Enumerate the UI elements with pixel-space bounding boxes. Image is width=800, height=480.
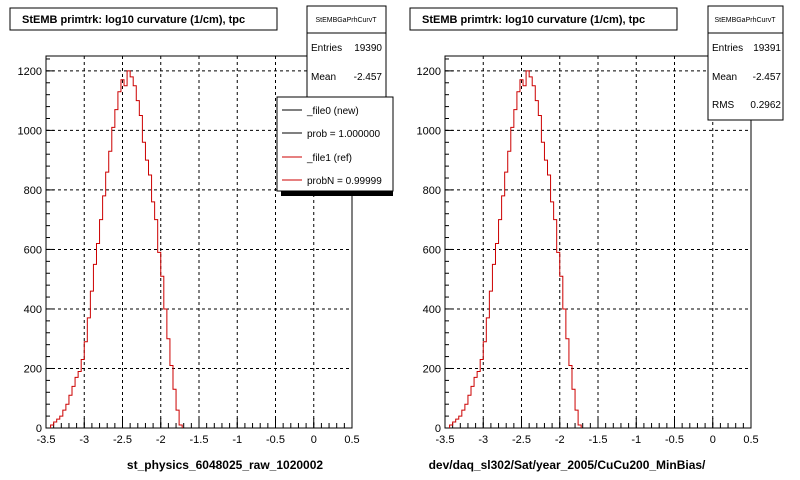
left-x-ticks: -3.5 -3 -2.5 -2 -1.5 -1 -0.5 0 0.5 bbox=[37, 418, 360, 446]
right-x-tick-label: -2 bbox=[555, 434, 565, 446]
left-x-tick-label: -1.5 bbox=[190, 434, 209, 446]
right-stats-box bbox=[707, 5, 784, 121]
legend-entry-probn: probN = 0.99999 bbox=[307, 176, 382, 187]
right-x-tick-label: 0 bbox=[710, 434, 716, 446]
right-x-tick-label: -2.5 bbox=[512, 434, 531, 446]
right-x-tick-label: -1.5 bbox=[589, 434, 608, 446]
right-panel: StEMB primtrk: log10 curvature (1/cm), t… bbox=[409, 5, 784, 472]
right-x-tick-label: -3 bbox=[478, 434, 488, 446]
right-histogram-line bbox=[449, 70, 582, 428]
left-y-tick-label: 800 bbox=[24, 185, 42, 197]
legend-entry-ref: _file1 (ref) bbox=[306, 153, 352, 164]
left-x-tick-label: -3 bbox=[79, 434, 89, 446]
right-stats-entries-value: 19391 bbox=[753, 43, 781, 54]
left-title-box bbox=[9, 7, 278, 31]
left-x-tick-label: -1 bbox=[232, 434, 242, 446]
left-stats-entries-value: 19390 bbox=[354, 43, 382, 54]
right-stats-entries-label: Entries bbox=[712, 43, 743, 54]
right-title-box bbox=[409, 7, 678, 31]
right-x-ticks: -3.5 -3 -2.5 -2 -1.5 -1 -0.5 0 0.5 bbox=[436, 418, 759, 446]
right-y-tick-label: 200 bbox=[423, 363, 441, 375]
right-stats-rms-label: RMS bbox=[712, 100, 735, 111]
left-stats-mean-value: -2.457 bbox=[354, 72, 383, 83]
left-x-tick-label: 0 bbox=[311, 434, 317, 446]
legend-box bbox=[276, 96, 394, 192]
left-y-tick-label: 600 bbox=[24, 244, 42, 256]
left-y-tick-label: 200 bbox=[24, 363, 42, 375]
left-panel: StEMB primtrk: log10 curvature (1/cm), t… bbox=[9, 5, 394, 472]
left-y-tick-label: 400 bbox=[24, 304, 42, 316]
right-stats-name: StEMBGaPrhCurvT bbox=[714, 17, 776, 24]
right-x-axis-label: dev/daq_sl302/Sat/year_2005/CuCu200_MinB… bbox=[429, 458, 706, 472]
left-x-tick-label: 0.5 bbox=[344, 434, 359, 446]
left-y-tick-label: 1200 bbox=[18, 66, 42, 78]
right-y-tick-label: 800 bbox=[423, 185, 441, 197]
right-x-tick-label: -1 bbox=[631, 434, 641, 446]
left-y-ticks: 0 200 400 600 800 1000 1200 bbox=[18, 58, 54, 435]
right-y-tick-label: 0 bbox=[435, 423, 441, 435]
legend-entry-new: _file0 (new) bbox=[306, 106, 359, 117]
right-title: StEMB primtrk: log10 curvature (1/cm), t… bbox=[422, 14, 645, 26]
right-y-tick-label: 1000 bbox=[417, 125, 441, 137]
left-stats-mean-label: Mean bbox=[311, 72, 336, 83]
right-x-tick-label: 0.5 bbox=[743, 434, 758, 446]
left-y-tick-label: 0 bbox=[36, 423, 42, 435]
left-x-tick-label: -3.5 bbox=[37, 434, 56, 446]
left-stats-entries-label: Entries bbox=[311, 43, 342, 54]
right-stats-mean-label: Mean bbox=[712, 72, 737, 83]
right-x-tick-label: -0.5 bbox=[665, 434, 684, 446]
right-y-ticks: 0 200 400 600 800 1000 1200 bbox=[417, 58, 453, 435]
right-y-tick-label: 600 bbox=[423, 244, 441, 256]
right-stats-mean-value: -2.457 bbox=[753, 72, 782, 83]
left-stats-name: StEMBGaPrhCurvT bbox=[315, 17, 377, 24]
right-y-tick-label: 1200 bbox=[417, 66, 441, 78]
left-x-tick-label: -0.5 bbox=[266, 434, 285, 446]
left-x-tick-label: -2 bbox=[156, 434, 166, 446]
legend-entry-prob: prob = 1.000000 bbox=[307, 129, 381, 140]
right-stats-rms-value: 0.2962 bbox=[750, 100, 781, 111]
right-y-tick-label: 400 bbox=[423, 304, 441, 316]
left-histogram-line bbox=[50, 70, 183, 428]
right-x-tick-label: -3.5 bbox=[436, 434, 455, 446]
left-stats-box bbox=[306, 5, 387, 101]
left-x-axis-label: st_physics_6048025_raw_1020002 bbox=[127, 458, 323, 472]
left-title: StEMB primtrk: log10 curvature (1/cm), t… bbox=[22, 14, 245, 26]
left-y-tick-label: 1000 bbox=[18, 125, 42, 137]
left-x-tick-label: -2.5 bbox=[113, 434, 132, 446]
